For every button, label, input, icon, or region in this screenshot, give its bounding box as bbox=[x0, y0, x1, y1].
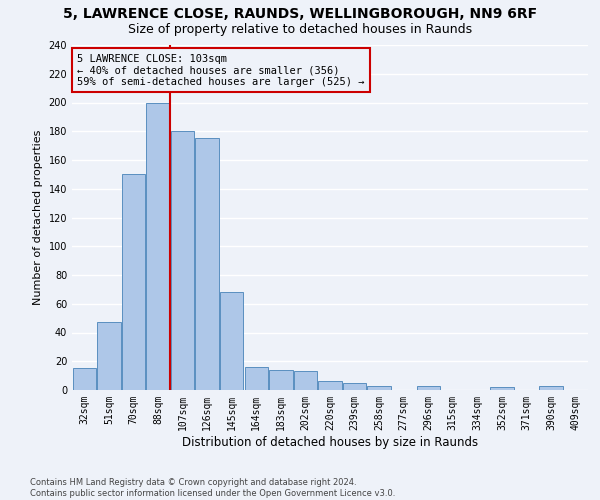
Text: Contains HM Land Registry data © Crown copyright and database right 2024.
Contai: Contains HM Land Registry data © Crown c… bbox=[30, 478, 395, 498]
Bar bbox=[73, 368, 96, 390]
Bar bbox=[97, 322, 121, 390]
Bar bbox=[196, 138, 219, 390]
X-axis label: Distribution of detached houses by size in Raunds: Distribution of detached houses by size … bbox=[182, 436, 478, 448]
Bar bbox=[539, 386, 563, 390]
Bar bbox=[343, 383, 366, 390]
Y-axis label: Number of detached properties: Number of detached properties bbox=[33, 130, 43, 305]
Bar bbox=[245, 367, 268, 390]
Bar bbox=[269, 370, 293, 390]
Bar bbox=[171, 131, 194, 390]
Text: Size of property relative to detached houses in Raunds: Size of property relative to detached ho… bbox=[128, 22, 472, 36]
Text: 5, LAWRENCE CLOSE, RAUNDS, WELLINGBOROUGH, NN9 6RF: 5, LAWRENCE CLOSE, RAUNDS, WELLINGBOROUG… bbox=[63, 8, 537, 22]
Bar bbox=[367, 386, 391, 390]
Bar bbox=[416, 386, 440, 390]
Bar bbox=[319, 382, 341, 390]
Bar bbox=[490, 387, 514, 390]
Bar bbox=[294, 372, 317, 390]
Text: 5 LAWRENCE CLOSE: 103sqm
← 40% of detached houses are smaller (356)
59% of semi-: 5 LAWRENCE CLOSE: 103sqm ← 40% of detach… bbox=[77, 54, 365, 87]
Bar bbox=[146, 102, 170, 390]
Bar bbox=[122, 174, 145, 390]
Bar bbox=[220, 292, 244, 390]
